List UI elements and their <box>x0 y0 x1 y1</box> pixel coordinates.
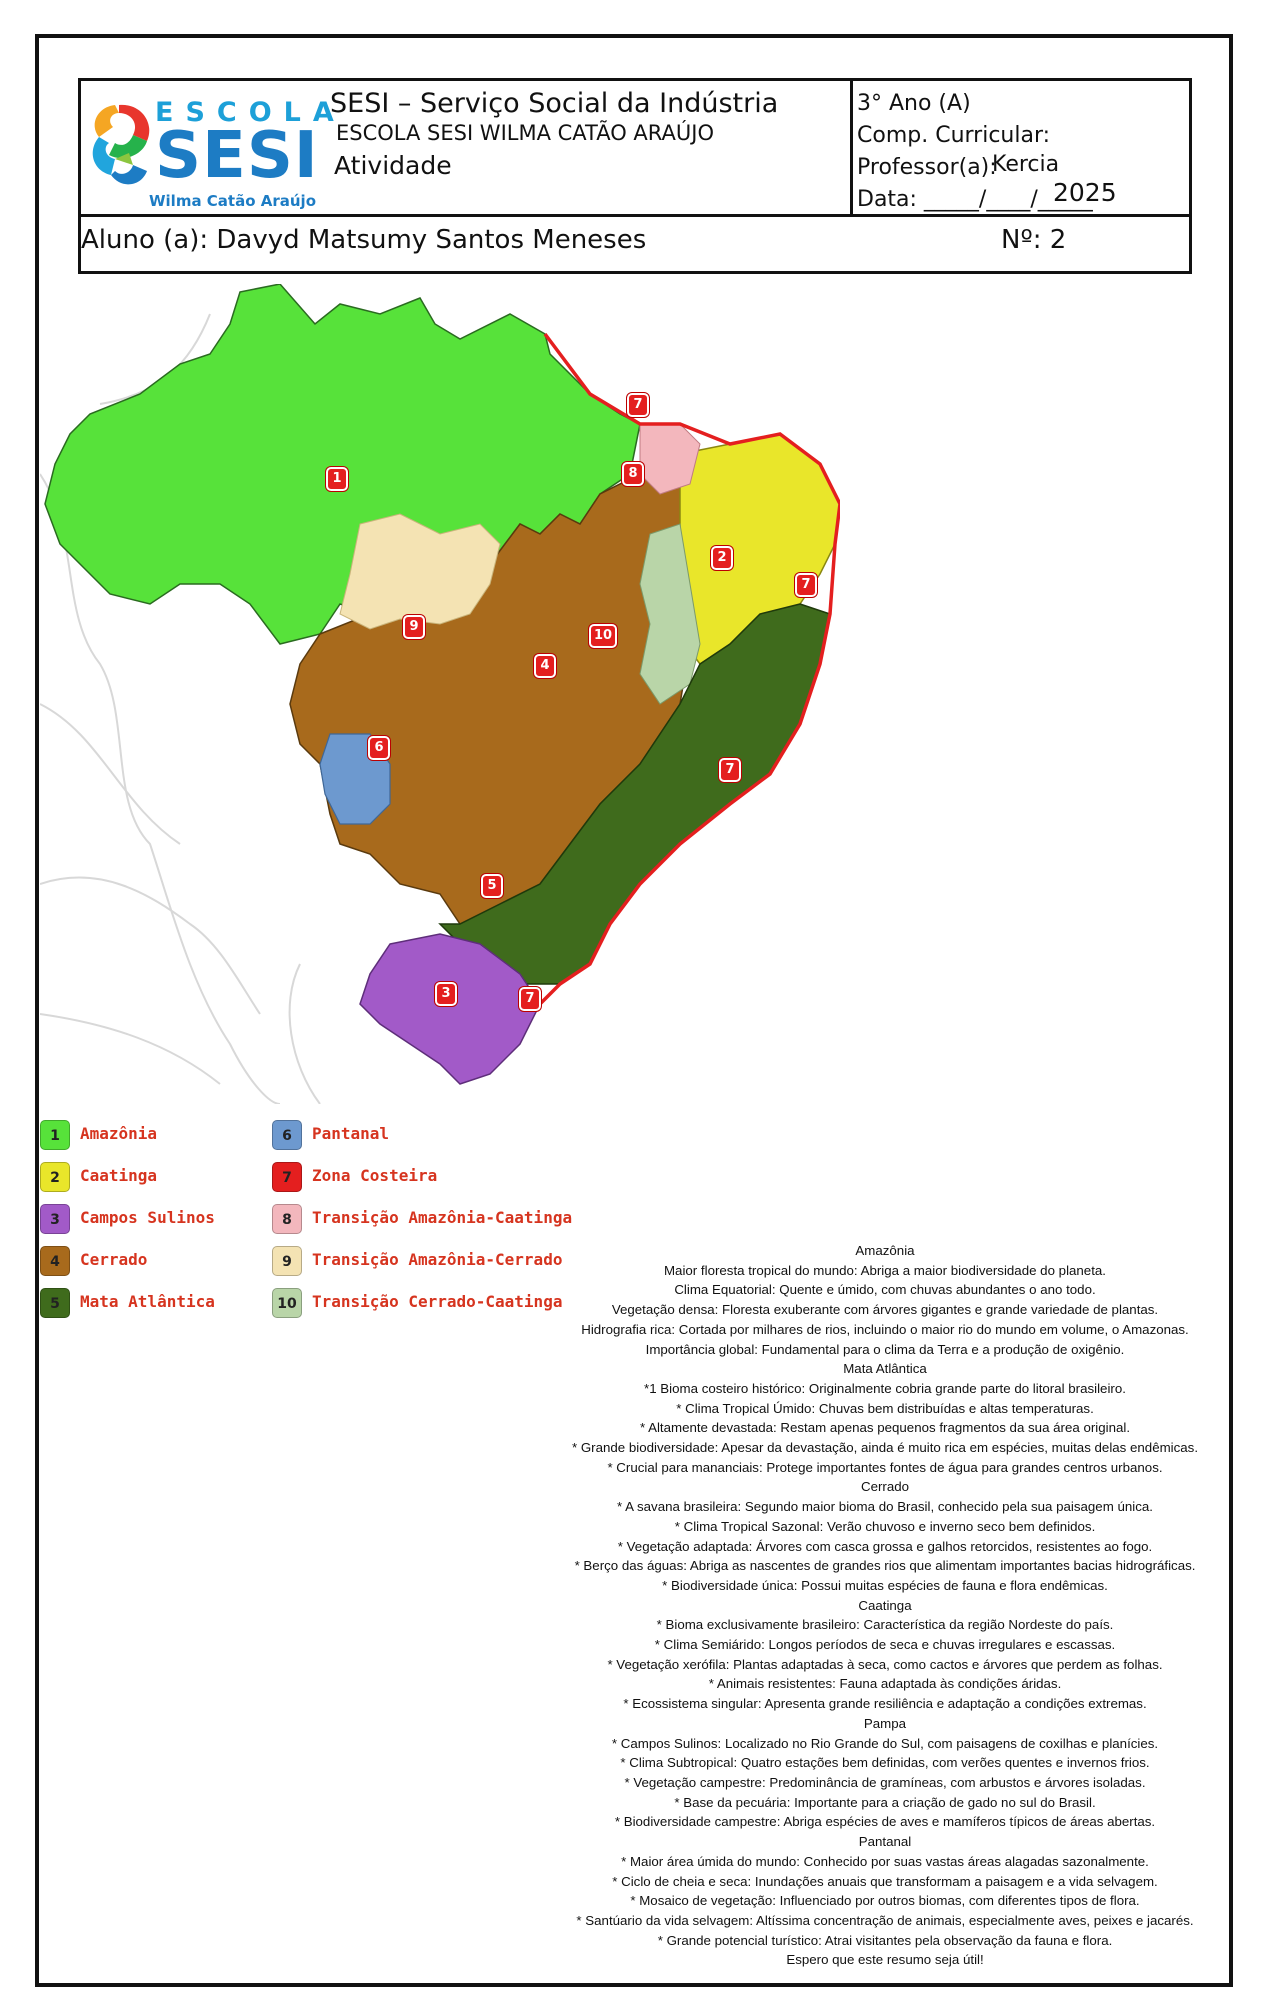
subject-label: Comp. Curricular: <box>857 123 1051 148</box>
legend-swatch: 5 <box>40 1288 70 1318</box>
summary-line: * Vegetação campestre: Predominância de … <box>624 1774 1146 1790</box>
summary-line: * Ciclo de cheia e seca: Inundações anua… <box>612 1873 1158 1889</box>
legend-swatch: 9 <box>272 1246 302 1276</box>
document-type: Atividade <box>334 151 452 180</box>
biome-transicao-cerrado-caatinga <box>639 523 701 705</box>
header-divider <box>850 81 853 217</box>
legend-swatch: 7 <box>272 1162 302 1192</box>
map-marker: 4 <box>534 654 556 678</box>
summary-line: Maior floresta tropical do mundo: Abriga… <box>663 1262 1106 1278</box>
summary-line: * Crucial para mananciais: Protege impor… <box>607 1459 1163 1475</box>
date-year: 2025 <box>1053 178 1117 207</box>
legend-swatch: 3 <box>40 1204 70 1234</box>
summary-line: Pampa <box>863 1715 907 1731</box>
header-table: ESCOLA SESI Wilma Catão Araújo SESI – Se… <box>78 78 1192 274</box>
map-legend: 1 Amazônia 2 Caatinga 3 Campos Sulinos 4… <box>40 1110 640 1330</box>
summary-line: * Animais resistentes: Fauna adaptada às… <box>708 1676 1062 1692</box>
map-marker: 9 <box>403 615 425 639</box>
student-row: Aluno (a): Davyd Matsumy Santos Meneses … <box>81 217 1189 271</box>
logo-sesi-text: SESI <box>155 119 319 193</box>
school-logo: ESCOLA SESI Wilma Catão Araújo <box>85 91 335 211</box>
summary-line: * A savana brasileira: Segundo maior bio… <box>617 1499 1153 1515</box>
map-marker: 7 <box>719 758 741 782</box>
legend-swatch: 1 <box>40 1120 70 1150</box>
map-marker: 5 <box>481 874 503 898</box>
grade-label: 3° Ano (A) <box>857 91 971 116</box>
legend-swatch: 8 <box>272 1204 302 1234</box>
summary-line: * Clima Semiárido: Longos períodos de se… <box>654 1637 1116 1653</box>
map-svg <box>39 283 842 1105</box>
summary-line: * Vegetação xerófila: Plantas adaptadas … <box>607 1656 1163 1672</box>
map-marker: 3 <box>435 982 457 1006</box>
summary-line: * Ecossistema singular: Apresenta grande… <box>623 1696 1147 1712</box>
summary-line: Clima Equatorial: Quente e úmido, com ch… <box>674 1282 1096 1298</box>
summary-line: * Berço das águas: Abriga as nascentes d… <box>574 1558 1196 1574</box>
logo-escola-text: ESCOLA <box>155 97 346 128</box>
summary-line: Hidrografia rica: Cortada por milhares d… <box>581 1321 1189 1337</box>
summary-line: * Clima Tropical Sazonal: Verão chuvoso … <box>674 1518 1096 1534</box>
legend-label: Transição Amazônia-Caatinga <box>312 1208 573 1227</box>
student-name: Aluno (a): Davyd Matsumy Santos Meneses <box>81 225 647 255</box>
summary-line: Amazônia <box>855 1243 915 1258</box>
logo-subtitle: Wilma Catão Araújo <box>149 192 317 210</box>
summary-line: * Campos Sulinos: Localizado no Rio Gran… <box>611 1735 1159 1751</box>
institution-name: SESI – Serviço Social da Indústria <box>330 88 779 119</box>
brazil-biomes-map: 1 2 3 4 5 6 7 7 7 7 8 9 10 <box>39 283 842 1105</box>
map-marker: 2 <box>711 546 733 570</box>
legend-swatch: 6 <box>272 1120 302 1150</box>
summary-line: * Vegetação adaptada: Árvores com casca … <box>617 1538 1153 1554</box>
summary-line: Vegetação densa: Floresta exuberante com… <box>611 1302 1159 1318</box>
map-marker: 6 <box>368 736 390 760</box>
teacher-name: Kercia <box>992 152 1060 177</box>
summary-line: Importância global: Fundamental para o c… <box>645 1341 1125 1357</box>
logo-mark-icon <box>92 104 150 185</box>
date-label: Data: _____/____/_____ <box>857 187 1093 212</box>
page-border <box>35 34 1233 1987</box>
summary-line: * Mosaico de vegetação: Influenciado por… <box>630 1893 1140 1909</box>
school-name: ESCOLA SESI WILMA CATÃO ARAÚJO <box>336 121 714 145</box>
student-number: Nº: 2 <box>1001 225 1067 255</box>
legend-label: Transição Amazônia-Cerrado <box>312 1250 563 1269</box>
teacher-label: Professor(a): <box>857 155 997 180</box>
summary-line: * Santúario da vida selvagem: Altíssima … <box>576 1912 1194 1928</box>
summary-line: Cerrado <box>860 1479 910 1495</box>
legend-swatch: 2 <box>40 1162 70 1192</box>
map-marker: 7 <box>519 987 541 1011</box>
summary-line: * Biodiversidade campestre: Abriga espéc… <box>614 1814 1156 1830</box>
biome-zona-costeira <box>538 332 842 1006</box>
map-marker: 10 <box>589 624 618 648</box>
summary-line: Pantanal <box>858 1834 912 1850</box>
map-marker: 8 <box>622 462 644 486</box>
summary-line: * Grande potencial turístico: Atrai visi… <box>657 1932 1113 1948</box>
biome-campos-sulinos <box>359 933 541 1085</box>
map-marker: 7 <box>795 573 817 597</box>
summary-line: * Altamente devastada: Restam apenas peq… <box>639 1420 1131 1436</box>
summary-line: * Biodiversidade única: Possui muitas es… <box>662 1577 1108 1593</box>
legend-label: Transição Cerrado-Caatinga <box>312 1292 563 1311</box>
summary-line: * Maior área úmida do mundo: Conhecido p… <box>621 1853 1149 1869</box>
summary-line: Caatinga <box>858 1597 912 1613</box>
summary-line: * Base da pecuária: Importante para a cr… <box>674 1794 1096 1810</box>
biome-summary: Amazônia Maior floresta tropical do mundo… <box>540 1241 1230 1970</box>
legend-label: Campos Sulinos <box>80 1208 215 1227</box>
legend-label: Zona Costeira <box>312 1166 438 1185</box>
summary-line: Mata Atlântica <box>843 1361 927 1377</box>
summary-line: *1 Bioma costeiro histórico: Originalmen… <box>644 1380 1126 1396</box>
map-marker: 7 <box>627 393 649 417</box>
summary-line: * Grande biodiversidade: Apesar da devas… <box>571 1440 1199 1456</box>
legend-label: Caatinga <box>80 1166 158 1185</box>
legend-label: Pantanal <box>312 1124 390 1143</box>
header-top-row: ESCOLA SESI Wilma Catão Araújo SESI – Se… <box>81 81 1189 217</box>
legend-label: Amazônia <box>80 1124 158 1143</box>
summary-line: * Bioma exclusivamente brasileiro: Carac… <box>656 1617 1114 1633</box>
legend-swatch: 10 <box>272 1288 302 1318</box>
legend-label: Cerrado <box>80 1250 148 1269</box>
summary-line: * Clima Tropical Úmido: Chuvas bem distr… <box>676 1400 1094 1416</box>
summary-line: Espero que este resumo seja útil! <box>786 1952 984 1968</box>
summary-line: * Clima Subtropical: Quatro estações bem… <box>620 1755 1150 1771</box>
map-marker: 1 <box>326 467 348 491</box>
legend-swatch: 4 <box>40 1246 70 1276</box>
legend-label: Mata Atlântica <box>80 1292 215 1311</box>
biome-transicao-amazonia-cerrado <box>339 513 501 630</box>
